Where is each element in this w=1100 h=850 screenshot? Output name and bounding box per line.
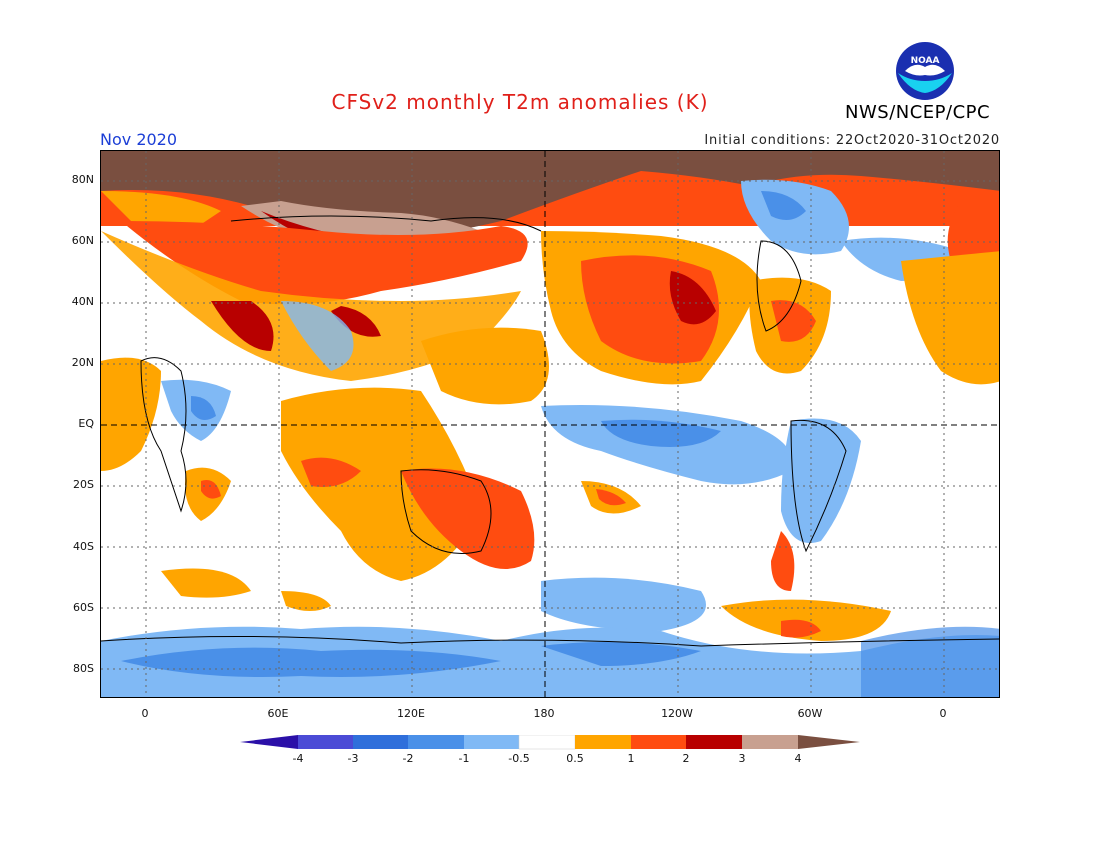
graticule: [101, 151, 999, 697]
equator-dateline: [101, 151, 999, 697]
anomaly-map: [100, 150, 1000, 698]
colorbar-bin: [518, 734, 576, 750]
colorbar-label: 3: [738, 752, 746, 765]
lat-label-80s: 80S: [73, 662, 94, 675]
colorbar-label: 0.5: [566, 752, 584, 765]
colorbar-label: -4: [292, 752, 304, 765]
lat-label-20s: 20S: [73, 478, 94, 491]
colorbar-arrow-left: [240, 735, 298, 749]
agency-label: NWS/NCEP/CPC: [845, 102, 991, 123]
lat-label-40n: 40N: [71, 295, 94, 308]
colorbar: [240, 734, 860, 757]
colorbar-label: 4: [794, 752, 802, 765]
noaa-logo: NOAA: [895, 41, 955, 101]
colorbar-label: 1: [627, 752, 635, 765]
lon-label-0-west: 0: [141, 707, 149, 720]
colorbar-svg: [240, 734, 860, 750]
anomaly-map-svg: [101, 151, 999, 697]
lat-label-80n: 80N: [71, 173, 94, 186]
colorbar-label: -1: [458, 752, 470, 765]
lat-label-20n: 20N: [71, 356, 94, 369]
colorbar-arrow-right: [798, 735, 860, 749]
colorbar-bin: [464, 735, 519, 749]
svg-text:NOAA: NOAA: [911, 56, 940, 66]
lon-label-60w: 60W: [797, 707, 823, 720]
colorbar-label: -0.5: [508, 752, 530, 765]
lon-label-60e: 60E: [267, 707, 289, 720]
colorbar-label: -3: [347, 752, 359, 765]
colorbar-bin: [408, 735, 464, 749]
colorbar-bin: [631, 735, 686, 749]
lat-label-eq: EQ: [78, 417, 94, 430]
lon-label-0-east: 0: [939, 707, 947, 720]
lat-label-60s: 60S: [73, 601, 94, 614]
colorbar-bin: [575, 735, 631, 749]
forecast-month: Nov 2020: [100, 130, 178, 149]
colorbar-bin: [686, 735, 742, 749]
lon-label-180: 180: [533, 707, 555, 720]
colorbar-label: -2: [402, 752, 414, 765]
lat-label-40s: 40S: [73, 540, 94, 553]
colorbar-bin: [298, 735, 353, 749]
map-title: CFSv2 monthly T2m anomalies (K): [331, 90, 709, 114]
lat-label-60n: 60N: [71, 234, 94, 247]
lon-label-120e: 120E: [397, 707, 425, 720]
coastlines: [101, 215, 999, 647]
initial-conditions: Initial conditions: 22Oct2020-31Oct2020: [704, 133, 1000, 148]
colorbar-bin: [353, 735, 408, 749]
lon-label-120w: 120W: [661, 707, 693, 720]
colorbar-label: 2: [682, 752, 690, 765]
colorbar-bin: [742, 735, 798, 749]
